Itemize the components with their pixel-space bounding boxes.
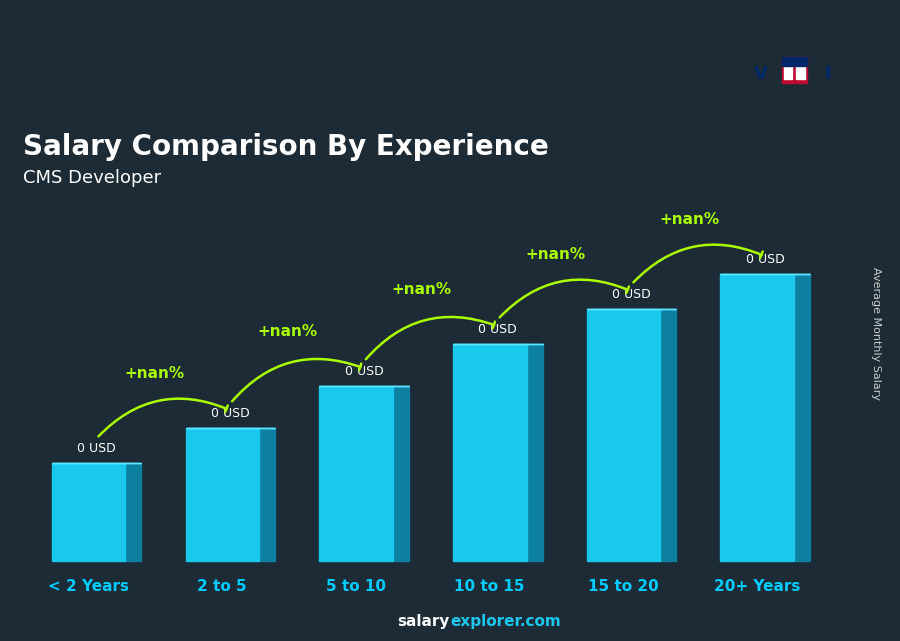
- Text: 0 USD: 0 USD: [746, 253, 785, 266]
- Text: 0 USD: 0 USD: [77, 442, 116, 455]
- Text: CMS Developer: CMS Developer: [23, 169, 161, 187]
- Bar: [796, 59, 805, 79]
- Text: +nan%: +nan%: [124, 365, 184, 381]
- Polygon shape: [392, 386, 409, 561]
- Text: 0 USD: 0 USD: [345, 365, 383, 378]
- Text: I: I: [824, 65, 831, 83]
- Text: Salary Comparison By Experience: Salary Comparison By Experience: [23, 133, 549, 162]
- Text: salary: salary: [398, 615, 450, 629]
- Bar: [782, 57, 806, 66]
- Polygon shape: [259, 428, 275, 561]
- Bar: [320, 386, 392, 561]
- Bar: [52, 463, 125, 561]
- Text: 0 USD: 0 USD: [612, 288, 651, 301]
- Text: 0 USD: 0 USD: [211, 407, 249, 420]
- Text: 0 USD: 0 USD: [479, 323, 518, 336]
- Polygon shape: [125, 463, 141, 561]
- Polygon shape: [526, 344, 543, 561]
- Polygon shape: [661, 309, 676, 561]
- Bar: [720, 274, 794, 561]
- Text: +nan%: +nan%: [526, 247, 585, 262]
- Text: V: V: [754, 65, 768, 83]
- Bar: [453, 344, 526, 561]
- Bar: [587, 309, 661, 561]
- Bar: [185, 428, 259, 561]
- Text: +nan%: +nan%: [659, 212, 719, 226]
- Polygon shape: [794, 274, 810, 561]
- Bar: [782, 57, 806, 83]
- Text: explorer.com: explorer.com: [450, 615, 561, 629]
- Text: +nan%: +nan%: [257, 324, 318, 338]
- Text: Average Monthly Salary: Average Monthly Salary: [871, 267, 881, 400]
- Bar: [784, 59, 792, 79]
- Text: +nan%: +nan%: [392, 281, 452, 297]
